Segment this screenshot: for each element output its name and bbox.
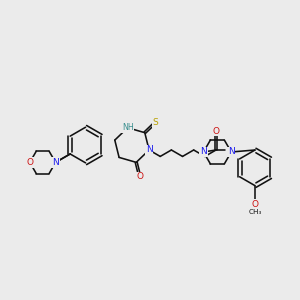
Text: N: N — [52, 158, 59, 167]
Text: NH: NH — [122, 123, 134, 132]
Text: CH₃: CH₃ — [248, 209, 262, 215]
Text: N: N — [228, 148, 235, 157]
Text: O: O — [251, 200, 259, 209]
Text: O: O — [136, 172, 143, 181]
Text: S: S — [153, 118, 158, 127]
Text: O: O — [26, 158, 33, 167]
Text: N: N — [146, 146, 152, 154]
Text: N: N — [200, 148, 207, 157]
Text: O: O — [212, 127, 220, 136]
